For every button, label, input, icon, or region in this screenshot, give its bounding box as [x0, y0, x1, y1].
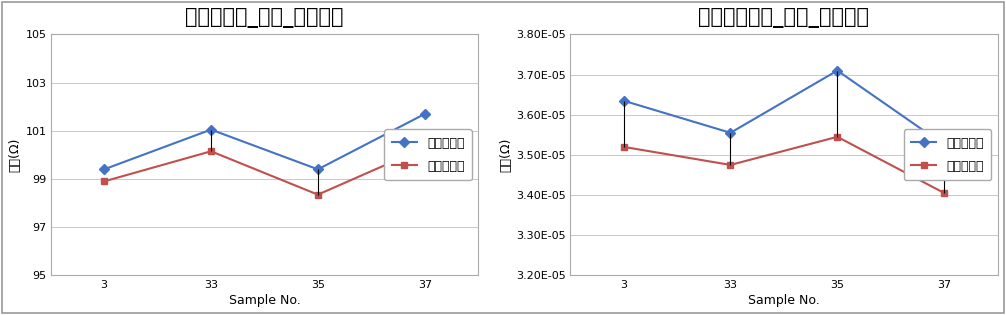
시험전저항	[205, 128, 217, 131]
시험후저항	[205, 149, 217, 153]
Legend: 시험전저항, 시험후저항: 시험전저항, 시험후저항	[384, 129, 472, 180]
시험후저항	[98, 180, 110, 183]
X-axis label: Sample No.: Sample No.	[228, 294, 301, 307]
Legend: 시험전저항, 시험후저항: 시험전저항, 시험후저항	[904, 129, 992, 180]
시험후저항	[939, 191, 951, 195]
Line: 시험후저항: 시험후저항	[101, 144, 429, 198]
시험후저항	[418, 146, 431, 150]
시험후저항	[618, 145, 630, 149]
시험후저항	[724, 163, 736, 167]
시험후저항	[831, 135, 843, 139]
Title: 비저항균일도_단품_항온항습: 비저항균일도_단품_항온항습	[698, 8, 869, 28]
시험전저항	[939, 143, 951, 147]
시험전저항	[418, 112, 431, 116]
Y-axis label: 저항(Ω): 저항(Ω)	[8, 138, 21, 172]
Line: 시험전저항: 시험전저항	[620, 67, 948, 148]
시험전저항	[831, 69, 843, 72]
시험전저항	[724, 131, 736, 135]
시험후저항	[312, 193, 324, 197]
Line: 시험전저항: 시험전저항	[101, 111, 429, 173]
시험전저항	[618, 99, 630, 103]
시험전저항	[98, 168, 110, 171]
Title: 저항균일도_단품_항온항습: 저항균일도_단품_항온항습	[185, 8, 344, 28]
Line: 시험후저항: 시험후저항	[620, 133, 948, 197]
Y-axis label: 저항(Ω): 저항(Ω)	[499, 138, 512, 172]
시험전저항	[312, 168, 324, 171]
X-axis label: Sample No.: Sample No.	[748, 294, 820, 307]
